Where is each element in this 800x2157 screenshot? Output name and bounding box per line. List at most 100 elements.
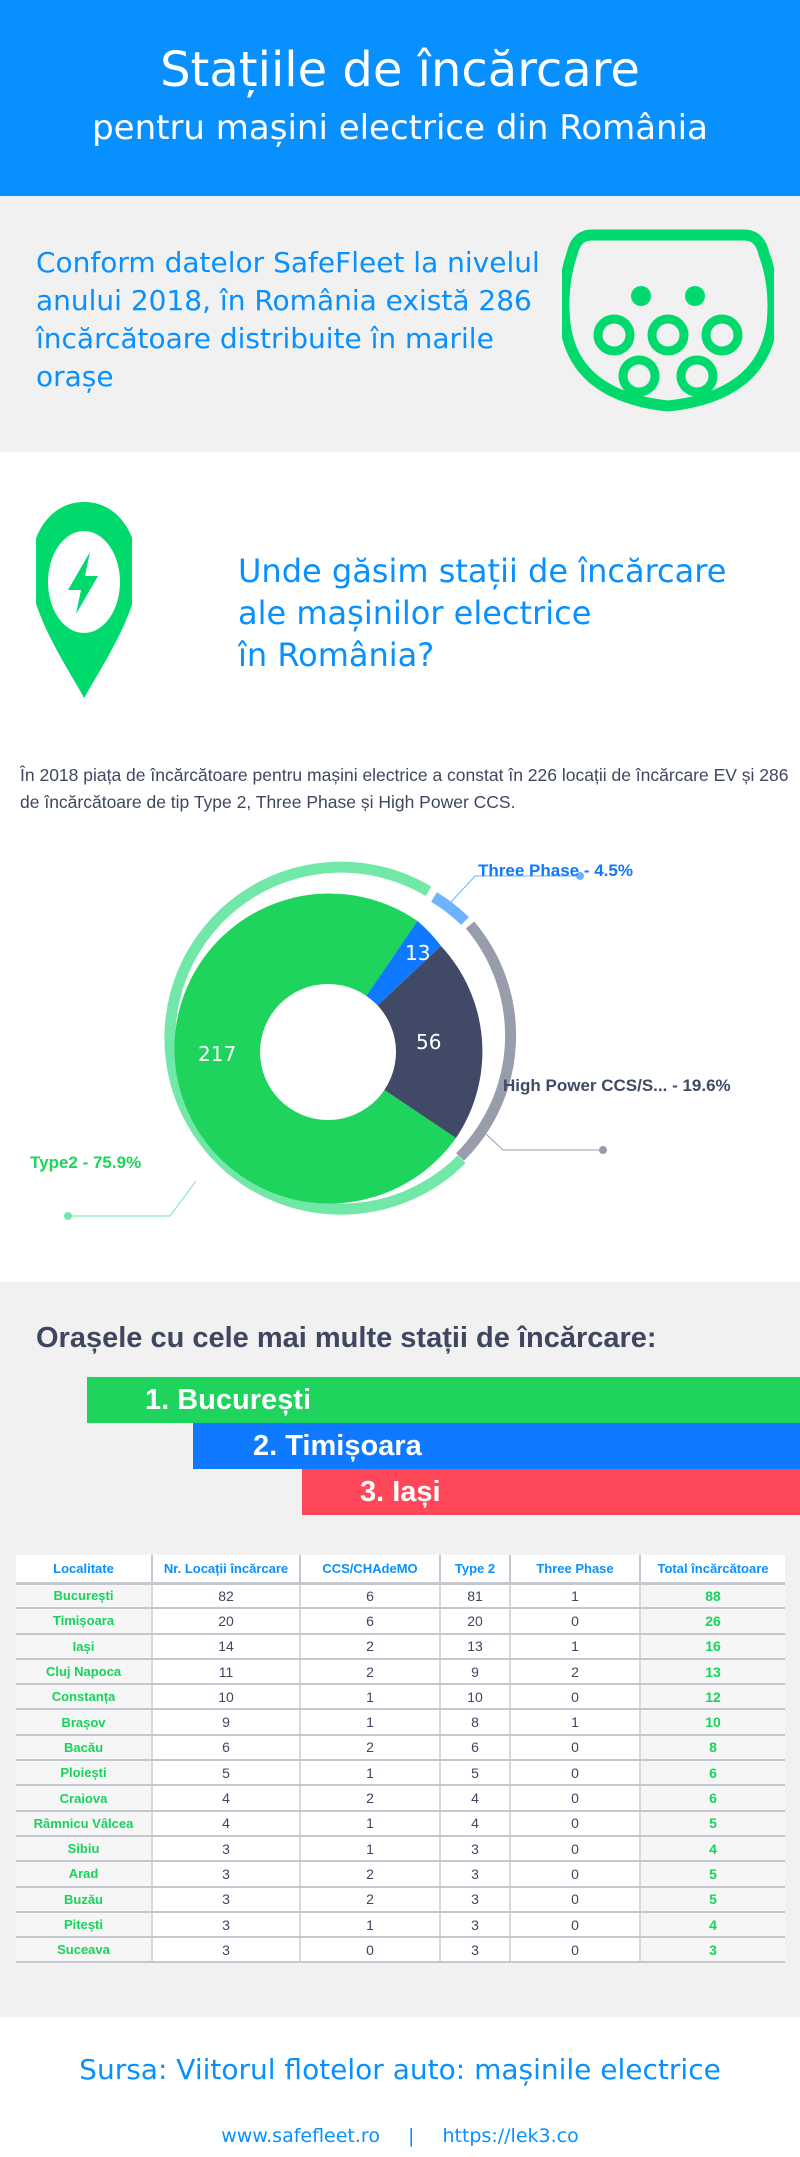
cities-section: Orașele cu cele mai multe stații de încă… — [0, 1282, 800, 2017]
cell-locations: 9 — [151, 1709, 300, 1736]
col-ccs: CCS/CHAdeMO — [299, 1555, 440, 1585]
table-row: Constanța 10 1 10 0 12 — [16, 1684, 785, 1711]
cell-ccs: 1 — [299, 1810, 440, 1837]
cell-three-phase: 0 — [509, 1760, 640, 1787]
cell-locations: 3 — [151, 1835, 300, 1863]
cell-total: 88 — [639, 1583, 785, 1610]
footer: Sursa: Viitorul flotelor auto: mașinile … — [0, 2017, 800, 2157]
cell-locations: 3 — [151, 1911, 300, 1939]
page-subtitle: pentru mașini electrice din România — [92, 108, 708, 148]
cell-type2: 10 — [439, 1684, 510, 1711]
three-phase-label: Three Phase - 4.5% — [478, 861, 633, 880]
cell-ccs: 2 — [299, 1785, 440, 1812]
cell-total: 10 — [639, 1709, 785, 1736]
cell-three-phase: 0 — [509, 1734, 640, 1762]
cell-type2: 13 — [439, 1633, 510, 1660]
cell-ccs: 2 — [299, 1658, 440, 1686]
cell-ccs: 2 — [299, 1861, 440, 1888]
cell-locations: 82 — [151, 1583, 300, 1610]
cell-city: Cluj Napoca — [16, 1658, 153, 1686]
cell-locations: 3 — [151, 1861, 300, 1888]
cell-three-phase: 1 — [509, 1633, 640, 1660]
cell-type2: 3 — [439, 1937, 510, 1964]
cell-ccs: 6 — [299, 1608, 440, 1635]
cell-total: 16 — [639, 1633, 785, 1660]
cell-city: Buzău — [16, 1886, 153, 1913]
lek3-link[interactable]: https://lek3.co — [442, 2125, 579, 2147]
cell-ccs: 0 — [299, 1937, 440, 1964]
cell-locations: 3 — [151, 1937, 300, 1964]
cell-total: 12 — [639, 1684, 785, 1711]
ccs-value: 56 — [416, 1030, 442, 1054]
cell-type2: 8 — [439, 1709, 510, 1736]
ccs-ring — [456, 921, 517, 1161]
cell-city: Iași — [16, 1633, 153, 1660]
cell-locations: 4 — [151, 1810, 300, 1837]
page-title: Stațiile de încărcare — [160, 42, 640, 98]
cell-type2: 5 — [439, 1760, 510, 1787]
table-row: Buzău 3 2 3 0 5 — [16, 1886, 785, 1913]
cell-total: 8 — [639, 1734, 785, 1762]
cell-total: 4 — [639, 1835, 785, 1863]
rank-3-bar: 3. Iași — [302, 1469, 800, 1515]
cell-three-phase: 1 — [509, 1709, 640, 1736]
table-row: Arad 3 2 3 0 5 — [16, 1861, 785, 1888]
intro-section: Conform datelor SafeFleet la nivelul anu… — [0, 196, 800, 452]
cell-total: 6 — [639, 1760, 785, 1787]
section-question: Unde găsim stații de încărcare ale mașin… — [238, 550, 726, 676]
cell-ccs: 1 — [299, 1911, 440, 1939]
cell-total: 3 — [639, 1937, 785, 1964]
cities-title: Orașele cu cele mai multe stații de încă… — [36, 1322, 657, 1354]
table-row: Râmnicu Vâlcea 4 1 4 0 5 — [16, 1810, 785, 1837]
cell-three-phase: 0 — [509, 1911, 640, 1939]
cell-city: București — [16, 1583, 153, 1610]
col-localitate: Localitate — [16, 1555, 152, 1585]
footer-links: www.safefleet.ro | https://lek3.co — [0, 2125, 800, 2147]
donut-chart — [64, 861, 607, 1220]
cell-total: 5 — [639, 1861, 785, 1888]
table-row: Craiova 4 2 4 0 6 — [16, 1785, 785, 1812]
cell-locations: 5 — [151, 1760, 300, 1787]
cell-locations: 6 — [151, 1734, 300, 1762]
header-banner: Stațiile de încărcare pentru mașini elec… — [0, 0, 800, 196]
cell-city: Craiova — [16, 1785, 153, 1812]
cities-table: Localitate Nr. Locații încărcare CCS/CHA… — [16, 1555, 785, 1964]
cell-city: Pitești — [16, 1911, 153, 1939]
ccs-label: High Power CCS/S... - 19.6% — [503, 1076, 731, 1095]
cell-city: Constanța — [16, 1684, 153, 1711]
market-description: În 2018 piața de încărcătoare pentru maș… — [20, 765, 789, 812]
cell-ccs: 1 — [299, 1684, 440, 1711]
cell-locations: 10 — [151, 1684, 300, 1711]
cell-total: 13 — [639, 1658, 785, 1686]
cell-three-phase: 0 — [509, 1937, 640, 1964]
col-type2: Type 2 — [439, 1555, 510, 1585]
type2-label: Type2 - 75.9% — [30, 1153, 142, 1172]
cell-type2: 3 — [439, 1861, 510, 1888]
safefleet-link[interactable]: www.safefleet.ro — [221, 2125, 380, 2147]
cell-type2: 81 — [439, 1583, 510, 1610]
type2-ring — [164, 861, 466, 1215]
ev-connector-icon — [562, 229, 774, 412]
three-phase-value: 13 — [405, 941, 431, 965]
table-header-row: Localitate Nr. Locații încărcare CCS/CHA… — [16, 1555, 785, 1585]
cell-total: 26 — [639, 1608, 785, 1635]
table-row: Pitești 3 1 3 0 4 — [16, 1911, 785, 1939]
cell-city: Brașov — [16, 1709, 153, 1736]
question-line-2: ale mașinilor electrice — [238, 594, 592, 632]
link-separator: | — [408, 2125, 415, 2147]
ccs-slice — [328, 946, 483, 1138]
cell-three-phase: 0 — [509, 1810, 640, 1837]
cell-ccs: 6 — [299, 1583, 440, 1610]
cell-type2: 3 — [439, 1835, 510, 1863]
table-row: Iași 14 2 13 1 16 — [16, 1633, 785, 1660]
cell-total: 5 — [639, 1886, 785, 1913]
table-row: București 82 6 81 1 88 — [16, 1583, 785, 1610]
cell-three-phase: 1 — [509, 1583, 640, 1610]
cell-three-phase: 2 — [509, 1658, 640, 1686]
table-row: Bacău 6 2 6 0 8 — [16, 1734, 785, 1762]
type2-value: 217 — [198, 1042, 237, 1066]
cell-total: 6 — [639, 1785, 785, 1812]
col-total: Total încărcătoare — [639, 1555, 785, 1585]
col-three-phase: Three Phase — [509, 1555, 640, 1585]
cell-city: Arad — [16, 1861, 153, 1888]
